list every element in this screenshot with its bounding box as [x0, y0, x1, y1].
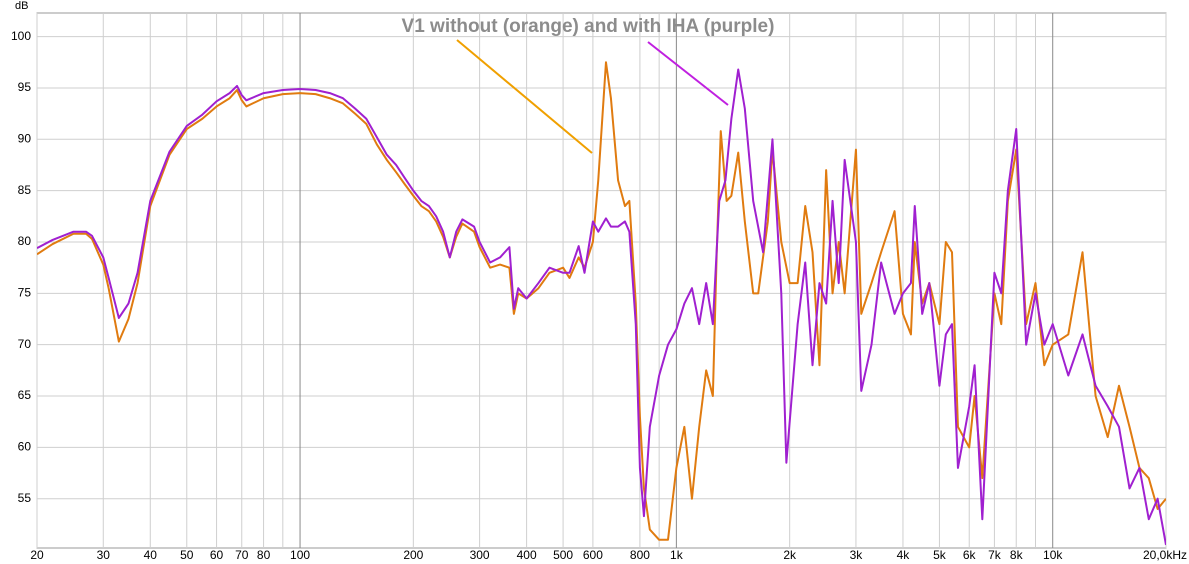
- x-tick-label: 200: [403, 548, 423, 562]
- x-tick-label: 1k: [670, 548, 684, 562]
- y-tick-label: 80: [18, 234, 32, 248]
- x-tick-label: 50: [180, 548, 194, 562]
- y-tick-label: 90: [18, 131, 32, 145]
- x-tick-label: 4k: [897, 548, 911, 562]
- x-tick-label: 6k: [963, 548, 977, 562]
- x-tick-label: 600: [583, 548, 603, 562]
- series-line: [37, 61, 1166, 541]
- series-line: [37, 68, 1166, 546]
- x-tick-label: 30: [97, 548, 111, 562]
- x-tick-label: 3k: [850, 548, 864, 562]
- y-tick-label: 100: [11, 29, 31, 43]
- y-tick-label: 75: [18, 286, 32, 300]
- y-tick-label: 55: [18, 491, 32, 505]
- x-tick-label: 800: [630, 548, 650, 562]
- chart-title: V1 without (orange) and with IHA (purple…: [402, 16, 775, 37]
- x-tick-label: 100: [290, 548, 310, 562]
- y-tick-label: 85: [18, 183, 32, 197]
- y-tick-label: 65: [18, 388, 32, 402]
- x-tick-label: 70: [235, 548, 249, 562]
- x-tick-label: 300: [470, 548, 490, 562]
- y-tick-label: 60: [18, 440, 32, 454]
- annotation-pointer: [456, 39, 593, 154]
- grid: [36, 13, 1167, 548]
- y-tick-label: 70: [18, 337, 32, 351]
- x-tick-label: 500: [553, 548, 573, 562]
- x-tick-label: 40: [144, 548, 158, 562]
- x-tick-label: 20,0kHz: [1143, 548, 1187, 562]
- x-tick-label: 20: [30, 548, 44, 562]
- x-tick-label: 5k: [933, 548, 947, 562]
- y-axis-label: dB: [15, 0, 28, 12]
- x-tick-label: 7k: [988, 548, 1002, 562]
- x-tick-label: 8k: [1010, 548, 1024, 562]
- x-tick-label: 80: [257, 548, 271, 562]
- x-tick-label: 2k: [783, 548, 797, 562]
- annotation-pointer: [647, 41, 729, 106]
- x-tick-label: 10k: [1043, 548, 1063, 562]
- x-tick-label: 400: [517, 548, 537, 562]
- y-tick-label: 95: [18, 80, 32, 94]
- lines: [37, 61, 1166, 546]
- x-tick-label: 60: [210, 548, 224, 562]
